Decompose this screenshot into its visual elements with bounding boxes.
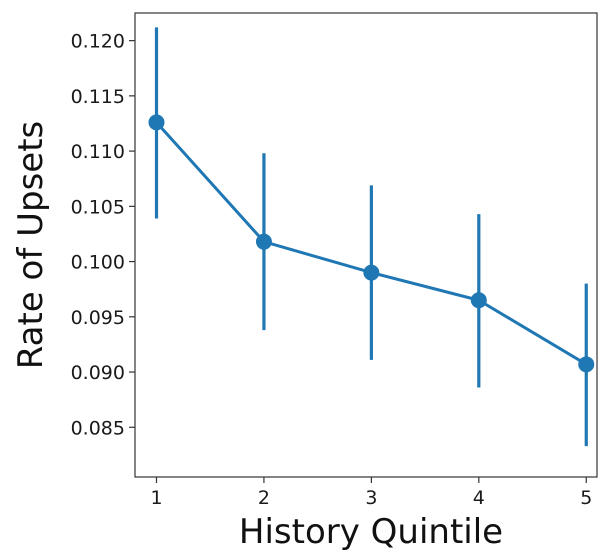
y-tick-label: 0.095 [71,307,125,329]
y-tick-label: 0.085 [71,417,125,439]
data-point [148,114,165,131]
axes-frame [134,12,598,478]
y-tick-label: 0.115 [71,86,125,108]
y-tick-label: 0.100 [71,252,125,274]
x-axis-title: History Quintile [239,512,503,551]
x-axis: 1 2 3 4 5 [150,477,592,509]
x-tick-label: 5 [580,487,592,509]
y-axis: 0.085 0.090 0.095 0.100 0.105 0.110 0.115 0.120 [71,31,135,439]
x-tick-label: 2 [258,487,270,509]
data-point [255,233,272,250]
y-tick-label: 0.120 [71,31,125,53]
data-point [363,264,380,281]
data-point [578,356,595,373]
y-axis-title: Rate of Upsets [11,121,51,370]
x-tick-label: 3 [365,487,377,509]
y-tick-label: 0.090 [71,362,125,384]
y-tick-label: 0.110 [71,141,125,163]
x-tick-label: 4 [473,487,485,509]
plot-area [148,27,595,447]
y-tick-label: 0.105 [71,196,125,218]
x-tick-label: 1 [150,487,162,509]
data-point [470,292,487,309]
